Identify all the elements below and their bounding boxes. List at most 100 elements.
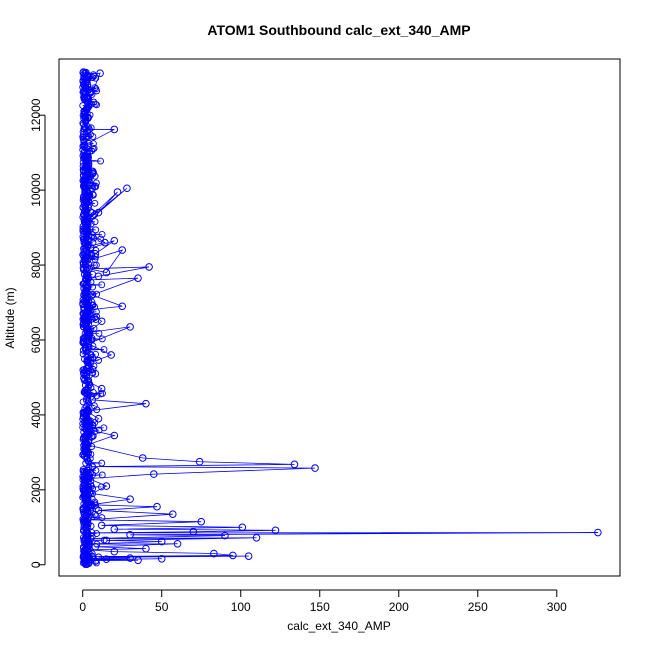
data-point xyxy=(113,188,122,196)
data-point xyxy=(110,236,119,245)
data-point xyxy=(91,557,100,565)
dense-point xyxy=(79,398,87,406)
data-point xyxy=(83,377,92,385)
chart-title: ATOM1 Southbound calc_ext_340_AMP xyxy=(207,22,470,38)
data-point xyxy=(238,523,247,532)
data-point xyxy=(153,502,161,511)
data-point xyxy=(86,534,95,543)
dense-point xyxy=(89,342,97,350)
data-point xyxy=(102,555,111,563)
y-tick-label: 6000 xyxy=(29,326,43,353)
y-tick-label: 0 xyxy=(29,561,43,568)
data-point xyxy=(82,407,91,415)
data-point xyxy=(110,547,119,556)
dense-point xyxy=(87,124,95,132)
data-point xyxy=(82,124,90,133)
data-point xyxy=(86,244,95,252)
x-axis: 0 50 100 150 200 250 300 xyxy=(79,589,567,614)
data-point xyxy=(80,70,89,78)
data-point xyxy=(168,510,177,518)
data-point xyxy=(110,125,119,134)
data-point xyxy=(88,291,96,299)
data-point xyxy=(102,268,111,277)
data-point xyxy=(79,111,88,119)
data-point xyxy=(91,250,100,258)
data-point xyxy=(311,464,319,472)
data-point xyxy=(94,208,103,217)
data-point xyxy=(83,545,92,554)
data-point xyxy=(118,302,127,311)
data-point xyxy=(97,384,106,393)
data-point xyxy=(150,470,158,478)
data-point xyxy=(210,549,218,558)
data-point xyxy=(126,495,134,503)
data-point xyxy=(110,525,119,533)
data-point xyxy=(102,482,111,490)
y-tick-label: 2000 xyxy=(29,476,43,503)
data-point xyxy=(189,527,198,536)
dense-point xyxy=(91,100,99,108)
data-point xyxy=(86,501,95,509)
y-tick-label: 12000 xyxy=(29,98,43,132)
dense-point xyxy=(100,346,108,353)
data-point xyxy=(123,184,131,193)
data-point xyxy=(83,216,92,224)
data-point xyxy=(85,193,93,202)
x-axis-label: calc_ext_340_AMP xyxy=(287,619,390,633)
x-tick-label: 50 xyxy=(155,600,169,614)
dense-point xyxy=(92,179,100,187)
data-point xyxy=(91,369,100,378)
series-line xyxy=(83,71,598,562)
data-point xyxy=(244,552,253,560)
data-point xyxy=(85,264,93,273)
data-point xyxy=(82,175,90,183)
data-point xyxy=(126,530,134,539)
data-point xyxy=(134,274,142,282)
data-point xyxy=(82,276,91,284)
plot-frame xyxy=(58,58,621,577)
data-point xyxy=(84,339,93,348)
data-point xyxy=(85,426,93,434)
dense-point xyxy=(93,101,101,109)
data-point xyxy=(110,431,119,440)
dense-point xyxy=(92,226,100,234)
data-point xyxy=(157,554,166,563)
x-tick-label: 250 xyxy=(468,600,488,614)
data-point xyxy=(142,399,150,408)
data-point xyxy=(271,526,280,535)
x-tick-label: 200 xyxy=(389,600,409,614)
data-point xyxy=(83,306,92,314)
data-point xyxy=(91,542,100,551)
data-point xyxy=(86,358,95,367)
y-axis: 0 2000 4000 6000 8000 10000 12000 xyxy=(29,98,46,568)
data-point xyxy=(83,152,92,161)
data-point xyxy=(142,544,150,553)
data-point xyxy=(88,462,96,471)
data-point xyxy=(83,441,92,449)
dense-point xyxy=(79,346,87,354)
data-point xyxy=(290,460,299,469)
data-point xyxy=(594,528,602,537)
y-tick-label: 4000 xyxy=(29,401,43,428)
data-point xyxy=(85,328,93,337)
data-point xyxy=(96,69,104,78)
data-point xyxy=(94,272,103,281)
data-point xyxy=(91,182,100,191)
dense-point xyxy=(89,432,97,440)
data-point xyxy=(81,223,89,232)
data-point xyxy=(94,414,103,423)
data-point xyxy=(197,517,206,526)
data-point xyxy=(80,141,89,149)
data-point xyxy=(82,556,90,565)
dense-point xyxy=(83,391,91,399)
dense-point xyxy=(98,230,106,238)
data-point xyxy=(97,521,106,530)
dense-point xyxy=(89,354,97,361)
data-point xyxy=(94,506,103,515)
dense-point xyxy=(89,422,97,429)
dense-point xyxy=(79,451,87,459)
dense-point xyxy=(91,218,99,226)
data-point xyxy=(97,317,106,326)
data-point xyxy=(83,529,92,537)
data-point xyxy=(145,263,153,271)
